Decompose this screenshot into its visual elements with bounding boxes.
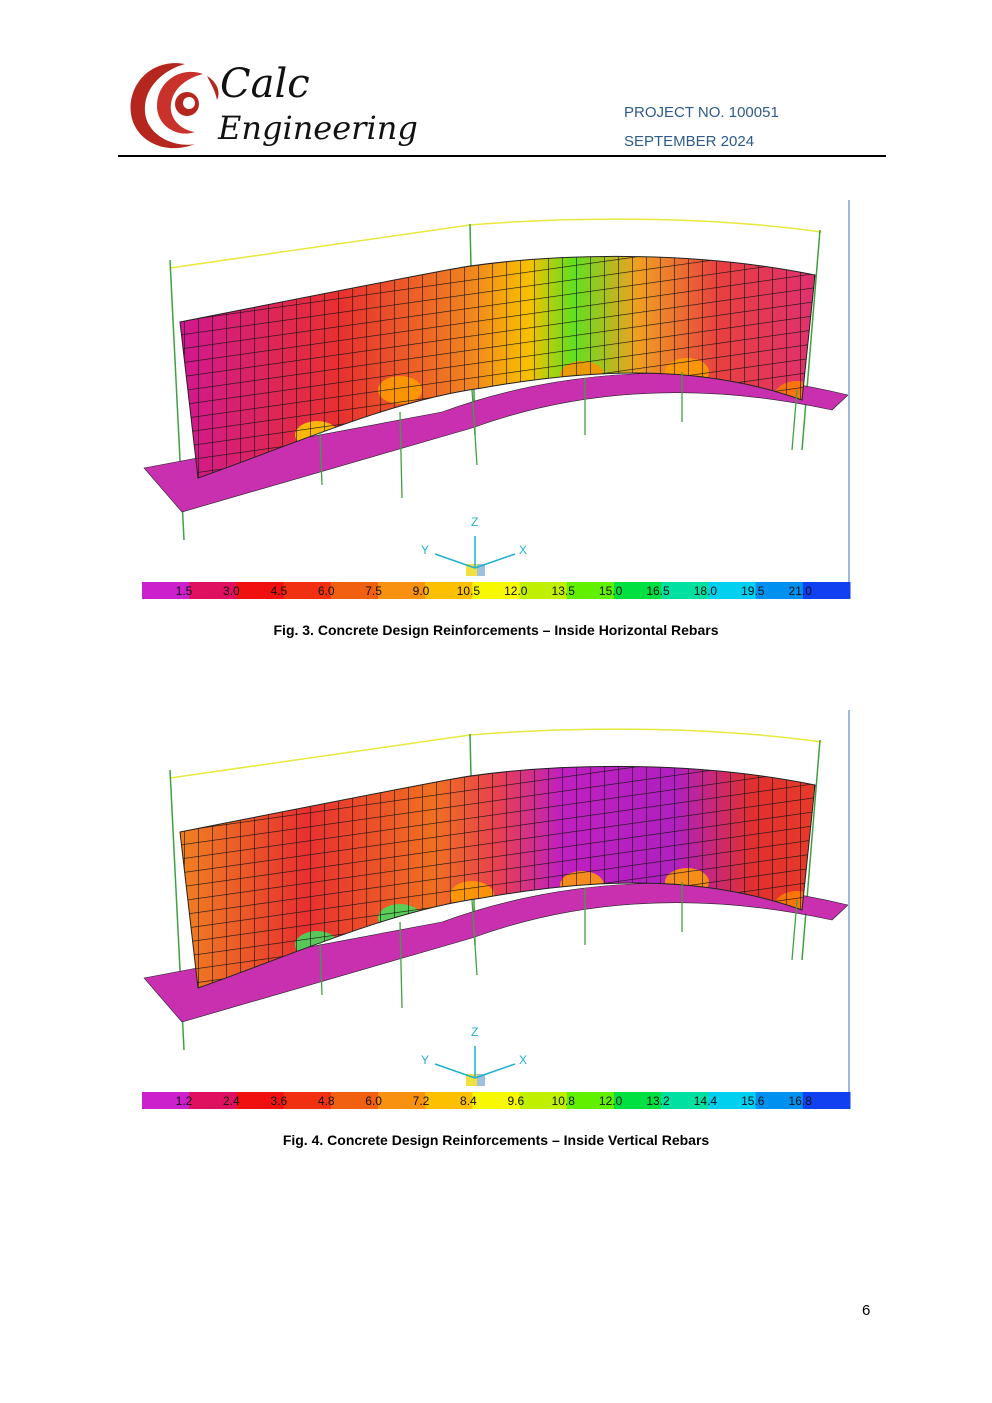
logo-mark	[130, 63, 219, 149]
legend-swatch	[283, 582, 332, 599]
axis-y	[434, 553, 476, 569]
legend-label: 13.2	[646, 1094, 670, 1108]
wall-outline	[179, 255, 816, 479]
header-rule	[118, 155, 886, 157]
legend-label: 10.8	[552, 1094, 576, 1108]
post	[319, 431, 323, 486]
legend-swatch	[614, 1092, 662, 1109]
legend-swatch	[236, 582, 285, 599]
legend-label: 14.4	[694, 1094, 718, 1108]
figure-caption: Fig. 3. Concrete Design Reinforcements –…	[273, 622, 719, 638]
legend-swatch	[283, 1092, 332, 1109]
legend-label: 16.8	[789, 1094, 813, 1108]
legend-swatch	[330, 1092, 379, 1109]
legend-swatch	[519, 1092, 568, 1109]
page-number: 6	[862, 1302, 871, 1319]
figure-4: Z Y X 1.2 2.4 3.6 4.8 6.0 7.2 8.4 9.6 10.8 12.0 13.2 1…	[142, 710, 851, 1109]
legend-swatch	[708, 582, 757, 599]
legend-label: 12.0	[599, 1094, 623, 1108]
legend-label: 6.0	[318, 584, 335, 598]
top-line	[169, 728, 823, 779]
legend-swatch	[425, 1092, 473, 1109]
legend-swatch	[425, 582, 473, 599]
triad-box-side	[477, 564, 485, 576]
legend-label: 2.4	[223, 1094, 240, 1108]
legend-swatch	[802, 1092, 851, 1109]
legend-swatch	[519, 582, 568, 599]
legend-label: 18.0	[694, 584, 718, 598]
post	[399, 411, 403, 499]
legend-swatch	[472, 582, 521, 599]
legend-label: 6.0	[365, 1094, 382, 1108]
legend-label: 15.0	[599, 584, 623, 598]
axis-label-x: X	[519, 543, 527, 557]
legend-label: 8.4	[460, 1094, 477, 1108]
axis-y	[434, 1063, 476, 1079]
wall-outline	[179, 765, 816, 989]
legend-label: 16.5	[646, 584, 670, 598]
post	[801, 229, 821, 451]
axis-x	[474, 1063, 516, 1079]
legend-label: 3.6	[270, 1094, 287, 1108]
legend-swatch	[142, 582, 190, 599]
axis-x	[474, 553, 516, 569]
legend-swatch	[378, 1092, 426, 1109]
legend-swatch	[142, 1092, 190, 1109]
project-date: SEPTEMBER 2024	[624, 133, 755, 150]
legend-label: 1.2	[176, 1094, 193, 1108]
legend-swatch	[236, 1092, 285, 1109]
legend-label: 19.5	[741, 584, 765, 598]
post	[399, 921, 403, 1009]
legend-label: 15.6	[741, 1094, 765, 1108]
legend-swatch	[566, 582, 615, 599]
axis-label-x: X	[519, 1053, 527, 1067]
legend-swatch	[755, 1092, 804, 1109]
axis-label-y: Y	[421, 543, 429, 557]
logo-line2: Engineering	[218, 109, 418, 147]
axis-label-y: Y	[421, 1053, 429, 1067]
legend-swatch	[378, 582, 426, 599]
legend-label: 10.5	[457, 584, 481, 598]
legend-label: 7.2	[413, 1094, 430, 1108]
axis-label-z: Z	[471, 1025, 478, 1039]
project-number: PROJECT NO. 100051	[624, 104, 779, 121]
legend-swatch	[330, 582, 379, 599]
post	[471, 389, 478, 466]
legend-swatch	[708, 1092, 757, 1109]
axis-label-z: Z	[471, 515, 478, 529]
legend-swatch	[802, 582, 851, 599]
legend-label: 7.5	[365, 584, 382, 598]
legend-swatch	[661, 1092, 709, 1109]
legend-label: 9.0	[413, 584, 430, 598]
legend-label: 21.0	[789, 584, 813, 598]
figure-3: Z Y X 1.5 3.0 4.5 6.0 7.5 9.0 10.5 12.0 13.5 15.0 16.…	[142, 200, 851, 599]
legend-label: 3.0	[223, 584, 240, 598]
legend-label: 4.5	[270, 584, 287, 598]
legend-swatch	[189, 582, 237, 599]
triad-box-side	[477, 1074, 485, 1086]
legend-swatch	[661, 582, 709, 599]
legend-swatch	[755, 582, 804, 599]
top-line	[169, 218, 823, 269]
post	[471, 899, 478, 976]
figure-caption: Fig. 4. Concrete Design Reinforcements –…	[282, 1132, 710, 1148]
legend-label: 1.5	[176, 584, 193, 598]
legend-label: 9.6	[507, 1094, 524, 1108]
post	[801, 739, 821, 961]
legend-swatch	[472, 1092, 521, 1109]
legend-label: 13.5	[552, 584, 576, 598]
logo-line1: Calc	[220, 61, 310, 107]
legend-swatch	[614, 582, 662, 599]
legend-swatch	[566, 1092, 615, 1109]
post	[319, 941, 323, 996]
legend-label: 12.0	[504, 584, 528, 598]
legend-swatch	[189, 1092, 237, 1109]
legend-label: 4.8	[318, 1094, 335, 1108]
post	[791, 899, 798, 961]
post	[791, 389, 798, 451]
